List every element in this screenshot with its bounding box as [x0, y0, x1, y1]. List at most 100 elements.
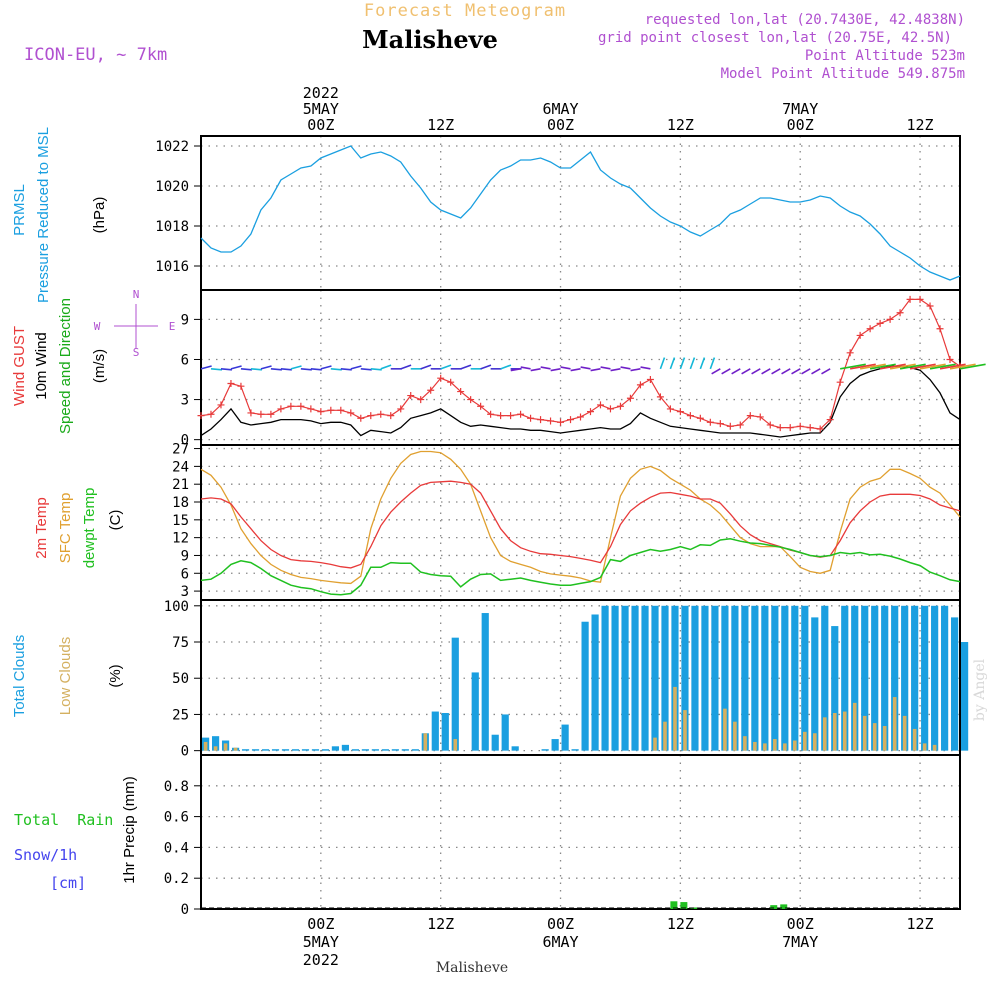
wind-direction-arrow	[879, 363, 906, 370]
total-cloud-bar	[681, 605, 689, 751]
gust-point	[916, 295, 924, 303]
total-cloud-bar	[281, 749, 290, 751]
total-cloud-bar	[381, 749, 389, 751]
gust-point	[287, 402, 295, 410]
gust-point	[786, 424, 794, 432]
pressure-line	[200, 145, 961, 281]
total-cloud-bar	[711, 605, 719, 751]
wind-direction-arrow	[260, 365, 272, 370]
total-cloud-bar	[401, 749, 409, 751]
wind-direction-arrow	[530, 368, 541, 372]
wind-direction-arrow	[679, 357, 686, 370]
snow-unit-label: [cm]	[50, 874, 86, 892]
total-cloud-bar	[451, 637, 459, 751]
total-cloud-bar	[761, 605, 769, 751]
gust-point	[796, 422, 804, 430]
gust-point	[577, 413, 584, 421]
wind-direction-arrow	[550, 368, 561, 372]
wind-direction-arrow	[761, 368, 771, 375]
top-time-label: 5MAY	[303, 100, 339, 118]
total-cloud-bar	[861, 605, 869, 751]
compass-e: E	[169, 320, 176, 333]
pressure-unit: (hPa)	[91, 197, 108, 234]
bottom-time-label: 12Z	[427, 915, 454, 933]
rain-bar	[770, 905, 778, 909]
gust-point	[457, 388, 465, 396]
total-cloud-bar	[631, 605, 639, 751]
bottom-time-label: 00Z	[307, 915, 334, 933]
gust-point	[447, 378, 455, 386]
panel-0: 1016 1018 1020 1022	[155, 135, 961, 291]
wind-direction-arrow	[959, 363, 986, 370]
low-cloud-bar	[763, 743, 767, 751]
gust-point	[826, 416, 834, 424]
y-tick-label: 0.4	[164, 840, 189, 856]
gust-point	[547, 417, 555, 425]
wind-direction-arrow	[460, 364, 472, 370]
wind-direction-arrow	[360, 368, 372, 371]
gust-point	[736, 421, 744, 429]
wind-direction-arrow	[320, 365, 332, 370]
low-cloud-bar	[773, 739, 777, 751]
wind-direction-arrow	[220, 368, 233, 371]
total-cloud-bar	[691, 605, 699, 751]
gust-point	[586, 408, 594, 416]
low-cloud-bar	[892, 697, 897, 751]
bottom-time-label: 7MAY	[782, 933, 818, 951]
y-tick-label: 3	[181, 393, 189, 409]
temp-panel-labels: 2m Temp SFC Temp dewpt Temp (C)	[33, 488, 124, 569]
total-cloud-bar	[361, 749, 369, 751]
gust-point	[926, 302, 934, 310]
wind-direction-arrow	[280, 368, 292, 371]
total-cloud-bar	[651, 605, 659, 751]
total-cloud-bar	[501, 714, 509, 751]
low-cloud-bar	[902, 715, 907, 751]
gust-point	[487, 410, 495, 418]
dewpt-label: dewpt Temp	[81, 488, 98, 569]
panel-frame	[200, 135, 961, 291]
wind-direction-arrow	[949, 363, 976, 370]
gust-point	[766, 421, 774, 429]
total-cloud-bar	[641, 605, 649, 751]
y-tick-label: 1022	[155, 139, 189, 155]
total-cloud-bar	[841, 605, 849, 751]
wind-unit: (m/s)	[91, 349, 108, 383]
panel-frame	[200, 754, 961, 910]
total-cloud-bar	[901, 605, 909, 751]
low-cloud-bar	[922, 743, 927, 751]
model-label: ICON-EU, ~ 7km	[24, 45, 167, 65]
wind-direction-arrow	[771, 368, 781, 375]
y-tick-label: 0.8	[164, 779, 189, 795]
requested-coords: requested lon,lat (20.7430E, 42.4838N)	[645, 12, 965, 28]
wind-direction-arrow	[340, 368, 352, 371]
gust-point	[886, 315, 894, 323]
wind-direction-arrow	[380, 364, 392, 370]
low-cloud-bar	[822, 717, 827, 751]
total-cloud-bar	[941, 605, 949, 751]
low-cloud-bar	[213, 746, 218, 751]
wind-direction-arrow	[689, 357, 696, 370]
panels: 1016101810201022036936912151821242702550…	[155, 135, 986, 918]
wind-direction-arrow	[929, 363, 956, 370]
gust-point	[357, 414, 365, 422]
top-time-label: 12Z	[907, 116, 934, 134]
wind-direction-arrow	[669, 357, 676, 370]
bottom-time-label: 00Z	[547, 915, 574, 933]
gust-point	[307, 405, 315, 413]
total-cloud-bar	[491, 734, 499, 751]
gust-point	[936, 325, 944, 333]
wind-direction-arrow	[869, 363, 896, 370]
gust-point	[327, 406, 335, 414]
wind-direction-arrow	[440, 364, 452, 370]
gust-point	[626, 394, 634, 402]
gust-point	[387, 412, 395, 420]
prmsl-desc-label: Pressure Reduced to MSL	[35, 127, 52, 303]
wind-direction-arrow	[709, 357, 716, 370]
wind-direction-arrow	[791, 368, 801, 375]
gust-point	[866, 325, 874, 333]
gust-point	[636, 381, 644, 389]
wind-direction-arrow	[840, 363, 866, 370]
wind-direction-arrow	[859, 363, 886, 370]
wind-direction-arrow	[240, 368, 252, 371]
wind-direction-arrow	[370, 368, 382, 371]
